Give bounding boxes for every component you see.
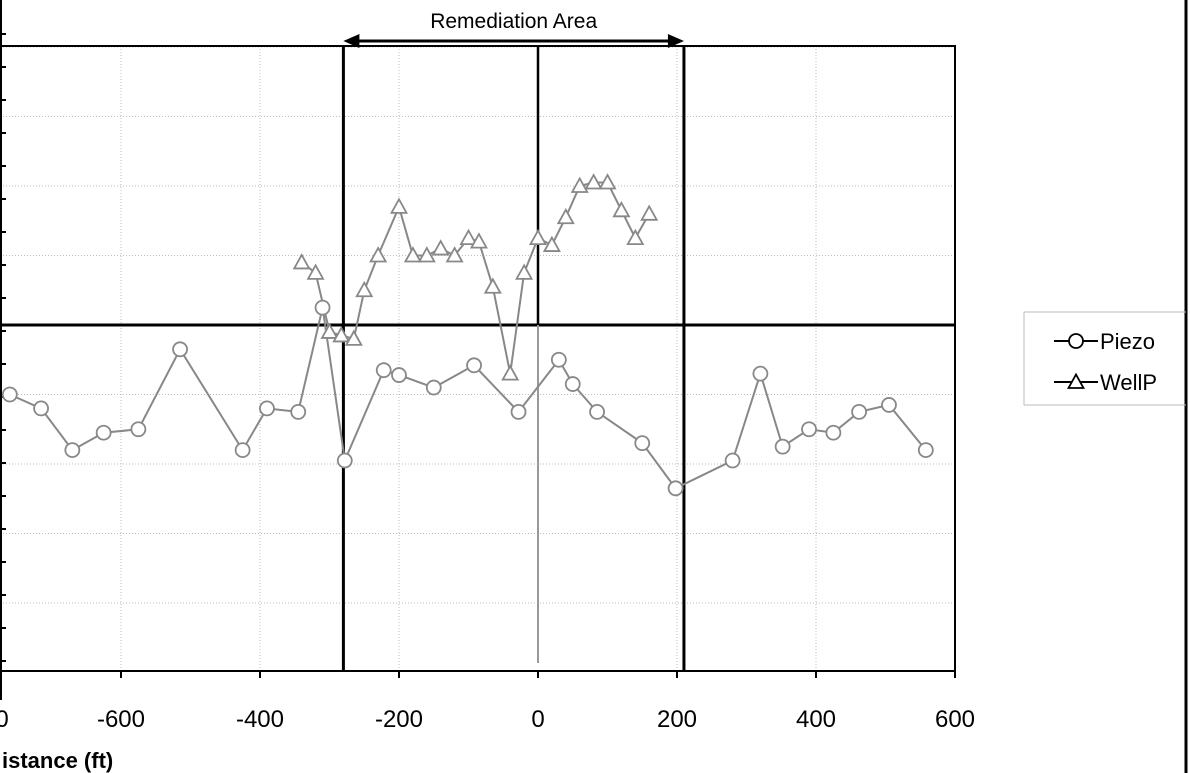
data-point-wellp <box>612 200 631 218</box>
data-point-piezo <box>774 438 791 455</box>
data-point-wellp <box>445 246 464 263</box>
data-point-wellp <box>431 239 450 256</box>
legend-marker-wellp <box>1066 372 1086 389</box>
data-point-piezo <box>564 376 581 392</box>
data-point-wellp <box>584 173 603 190</box>
data-point-piezo <box>375 362 392 379</box>
legend-label-wellp: WellP <box>1100 370 1157 395</box>
gridlines <box>0 46 955 671</box>
data-point-piezo <box>825 424 842 441</box>
remediation-area-box <box>341 34 686 671</box>
data-point-piezo <box>1 386 18 403</box>
data-point-wellp <box>640 204 659 221</box>
data-point-piezo <box>64 442 81 459</box>
data-point-wellp <box>320 322 339 339</box>
data-point-wellp <box>417 246 436 263</box>
data-point-wellp <box>556 207 575 225</box>
data-point-piezo <box>466 357 482 374</box>
data-point-wellp <box>528 228 548 246</box>
x-axis-ticks: 0 -600 -400 -200 0 200 400 600 <box>0 671 975 733</box>
remediation-arrow-left-head <box>343 34 360 48</box>
remediation-area-label: Remediation Area <box>430 10 597 33</box>
data-point-piezo <box>425 379 442 396</box>
data-point-wellp <box>542 235 561 252</box>
data-point-wellp <box>369 246 388 263</box>
data-point-wellp <box>570 176 589 193</box>
data-point-wellp <box>515 263 534 280</box>
data-point-piezo <box>172 341 188 358</box>
data-point-wellp <box>469 232 488 249</box>
data-point-piezo <box>801 421 817 438</box>
x-axis-title: istance (ft) <box>2 748 113 773</box>
data-point-piezo <box>391 367 407 383</box>
x-tick-label: -400 <box>236 706 284 733</box>
data-point-piezo <box>881 397 897 413</box>
x-tick-label: 0 <box>0 706 9 733</box>
data-point-wellp <box>459 228 478 246</box>
data-point-wellp <box>403 246 422 263</box>
data-point-piezo <box>917 442 934 459</box>
x-tick-label: 200 <box>657 706 697 733</box>
data-point-piezo <box>667 480 684 497</box>
data-point-wellp <box>306 263 325 280</box>
data-point-wellp <box>389 197 409 214</box>
data-point-piezo <box>589 403 605 420</box>
data-point-wellp <box>501 364 520 381</box>
data-point-piezo <box>336 452 353 469</box>
data-point-wellp <box>355 280 374 298</box>
data-point-piezo <box>510 403 527 420</box>
data-point-piezo <box>259 400 275 417</box>
data-point-piezo <box>851 403 867 420</box>
data-point-wellp <box>344 329 363 346</box>
data-point-piezo <box>724 452 741 469</box>
legend: Piezo WellP <box>1023 311 1186 406</box>
x-tick-label: 400 <box>796 706 836 733</box>
x-tick-label: -200 <box>375 706 423 733</box>
data-point-wellp <box>292 253 311 270</box>
x-tick-label: 0 <box>531 706 544 733</box>
data-point-piezo <box>550 351 567 368</box>
data-point-piezo <box>314 299 331 316</box>
x-tick-label: -600 <box>97 706 145 733</box>
series-markers <box>1 173 934 497</box>
data-point-wellp <box>598 173 617 190</box>
data-point-piezo <box>95 424 112 441</box>
data-point-piezo <box>33 400 49 417</box>
data-point-wellp <box>626 228 645 246</box>
legend-marker-piezo <box>1068 333 1084 349</box>
data-point-piezo <box>290 403 307 420</box>
series-line-piezo <box>9 307 927 490</box>
data-point-piezo <box>634 435 651 452</box>
data-point-piezo <box>130 421 147 438</box>
x-tick-label: 600 <box>935 706 975 733</box>
data-point-wellp <box>332 326 351 343</box>
data-point-piezo <box>234 442 251 459</box>
remediation-arrow-right-head <box>667 34 684 48</box>
data-point-piezo <box>752 365 769 382</box>
legend-label-piezo: Piezo <box>1100 329 1155 354</box>
data-point-wellp <box>483 277 502 294</box>
